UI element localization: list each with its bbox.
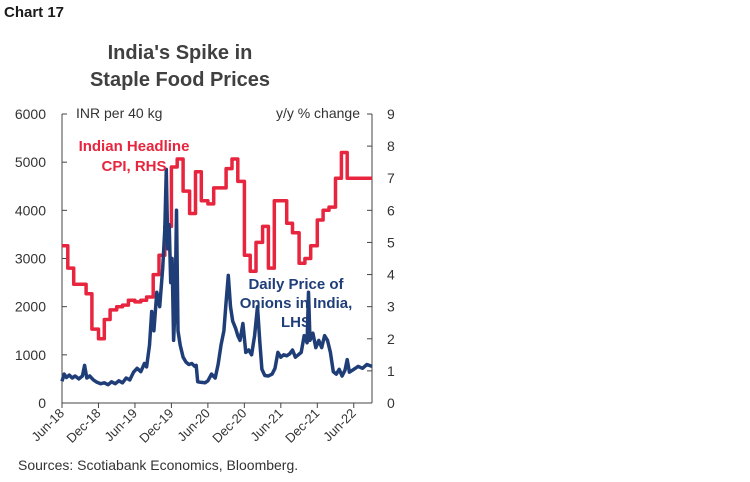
series-layer — [60, 150, 373, 387]
left-axis-tick-label: 2000 — [15, 299, 46, 315]
series-label-cpi: Indian Headline — [79, 138, 190, 155]
left-axis-tick-label: 1000 — [15, 347, 46, 363]
right-axis-tick-label: 7 — [387, 170, 395, 186]
right-axis-unit-label: y/y % change — [276, 105, 360, 121]
right-axis-tick-label: 6 — [387, 202, 395, 218]
left-axis-tick-label: 5000 — [15, 154, 46, 170]
series-line-headline-cpi — [62, 150, 372, 341]
right-axis-tick-label: 5 — [387, 234, 395, 250]
right-axis-tick-label: 0 — [387, 395, 395, 411]
x-axis-tick-label: Dec-21 — [282, 406, 322, 446]
chart-title-line-2: Staple Food Prices — [89, 69, 271, 91]
series-label-onion: LHS — [281, 314, 311, 331]
x-axis-tick-label: Jun-22 — [320, 406, 359, 445]
source-note: Sources: Scotiabank Economics, Bloomberg… — [18, 457, 299, 473]
series-line-onion-price — [60, 167, 373, 387]
right-axis-tick-label: 1 — [387, 363, 395, 379]
series-label-onion: Daily Price of — [248, 276, 344, 293]
right-axis-tick-label: 9 — [387, 106, 395, 122]
left-axis-unit-label: INR per 40 kg — [76, 105, 162, 121]
right-axis-tick-label: 4 — [387, 267, 395, 283]
chart-number-label: Chart 17 — [4, 4, 65, 21]
right-axis-tick-label: 3 — [387, 299, 395, 315]
x-axis-tick-label: Jun-21 — [247, 406, 286, 445]
series-label-cpi: CPI, RHS — [101, 158, 166, 175]
x-axis-tick-label: Jun-18 — [28, 406, 67, 445]
x-axis-tick-label: Dec-20 — [209, 406, 249, 446]
left-axis-tick-label: 4000 — [15, 202, 46, 218]
chart-title: India's Spike in Staple Food Prices — [60, 40, 300, 94]
left-axis-tick-label: 6000 — [15, 106, 46, 122]
right-axis-tick-label: 8 — [387, 138, 395, 154]
left-axis-tick-label: 0 — [38, 395, 46, 411]
series-label-onion: Onions in India, — [240, 295, 353, 312]
labels-layer: INR per 40 kg y/y % change Indian Headline… — [76, 105, 360, 331]
left-axis-tick-label: 3000 — [15, 251, 46, 267]
chart-title-line-1: India's Spike in — [107, 42, 253, 64]
x-axis-tick-label: Dec-19 — [136, 406, 176, 446]
x-axis-tick-label: Dec-18 — [63, 406, 103, 446]
x-axis-tick-label: Jun-20 — [174, 406, 213, 445]
right-axis-tick-label: 2 — [387, 331, 395, 347]
x-axis-tick-label: Jun-19 — [101, 406, 140, 445]
